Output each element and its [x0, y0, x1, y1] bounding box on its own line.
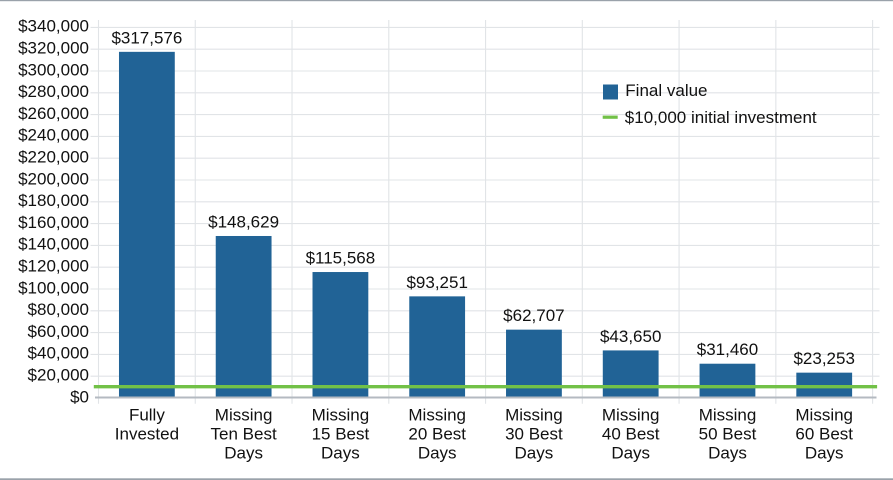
svg-text:$20,000: $20,000 — [28, 366, 89, 385]
svg-text:40 Best: 40 Best — [602, 425, 660, 444]
svg-text:$260,000: $260,000 — [18, 104, 89, 123]
svg-text:Missing: Missing — [312, 406, 370, 425]
svg-text:$120,000: $120,000 — [18, 257, 89, 276]
svg-text:Days: Days — [418, 443, 457, 462]
svg-text:$93,251: $93,251 — [406, 273, 467, 292]
svg-text:Ten Best: Ten Best — [211, 425, 277, 444]
svg-text:Fully: Fully — [129, 406, 165, 425]
svg-text:$180,000: $180,000 — [18, 191, 89, 210]
svg-text:Days: Days — [224, 443, 263, 462]
svg-text:60 Best: 60 Best — [795, 425, 853, 444]
svg-text:$140,000: $140,000 — [18, 235, 89, 254]
svg-text:$0: $0 — [70, 387, 89, 406]
svg-text:$220,000: $220,000 — [18, 148, 89, 167]
svg-text:Missing: Missing — [699, 406, 757, 425]
svg-text:Invested: Invested — [115, 425, 179, 444]
svg-text:$160,000: $160,000 — [18, 213, 89, 232]
svg-text:$317,576: $317,576 — [111, 28, 182, 47]
svg-text:$340,000: $340,000 — [18, 17, 89, 36]
svg-text:Days: Days — [321, 443, 360, 462]
svg-text:20 Best: 20 Best — [408, 425, 466, 444]
svg-text:Missing: Missing — [505, 406, 563, 425]
svg-text:15 Best: 15 Best — [312, 425, 370, 444]
svg-text:30 Best: 30 Best — [505, 425, 563, 444]
svg-text:$60,000: $60,000 — [28, 322, 89, 341]
svg-text:Days: Days — [515, 443, 554, 462]
svg-text:Final value: Final value — [625, 81, 707, 100]
svg-text:$80,000: $80,000 — [28, 300, 89, 319]
svg-text:Days: Days — [611, 443, 650, 462]
svg-text:$40,000: $40,000 — [28, 344, 89, 363]
svg-text:Days: Days — [708, 443, 747, 462]
svg-text:$100,000: $100,000 — [18, 278, 89, 297]
svg-text:$240,000: $240,000 — [18, 126, 89, 145]
svg-text:$43,650: $43,650 — [600, 327, 661, 346]
svg-text:$300,000: $300,000 — [18, 60, 89, 79]
svg-text:$148,629: $148,629 — [208, 213, 279, 232]
svg-text:Days: Days — [805, 443, 844, 462]
svg-text:$280,000: $280,000 — [18, 82, 89, 101]
svg-text:50 Best: 50 Best — [699, 425, 757, 444]
svg-text:Missing: Missing — [602, 406, 660, 425]
svg-text:$23,253: $23,253 — [793, 349, 854, 368]
svg-text:$320,000: $320,000 — [18, 39, 89, 58]
svg-text:Missing: Missing — [795, 406, 853, 425]
svg-text:$200,000: $200,000 — [18, 169, 89, 188]
svg-text:$62,707: $62,707 — [503, 306, 564, 325]
svg-text:Missing: Missing — [408, 406, 466, 425]
svg-text:$115,568: $115,568 — [306, 249, 376, 268]
svg-text:$31,460: $31,460 — [697, 340, 758, 359]
svg-text:$10,000 initial investment: $10,000 initial investment — [625, 108, 817, 127]
svg-text:Missing: Missing — [215, 406, 273, 425]
